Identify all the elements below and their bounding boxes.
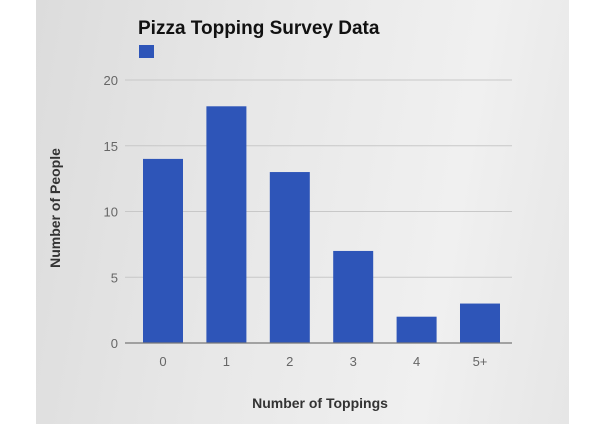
bar-5+ (460, 303, 500, 343)
x-tick-label: 0 (159, 354, 166, 369)
bar-0 (143, 158, 183, 343)
bar-2 (269, 172, 310, 343)
grid-lines (125, 79, 512, 278)
chart-title: Pizza Topping Survey Data (138, 18, 380, 39)
x-axis-title: Number of Toppings (252, 395, 388, 411)
y-tick-label: 10 (104, 205, 118, 220)
y-tick-label: 15 (104, 139, 118, 154)
y-tick-label: 0 (111, 336, 118, 351)
x-tick-label: 4 (413, 354, 420, 369)
bars (143, 106, 500, 343)
bar-1 (206, 106, 247, 343)
bar-3 (333, 250, 374, 343)
x-tick-labels: 0 1 2 3 4 5+ (159, 354, 487, 369)
bar-4 (396, 316, 437, 343)
x-tick-label: 1 (223, 354, 230, 369)
y-axis-title: Number of People (47, 148, 63, 268)
x-tick-label: 3 (350, 354, 357, 369)
y-tick-labels: 0 5 10 15 20 (104, 73, 118, 351)
y-tick-label: 20 (104, 73, 118, 88)
legend-swatch (139, 45, 154, 58)
y-tick-label: 5 (111, 270, 118, 285)
x-tick-label: 2 (286, 354, 293, 369)
x-tick-label: 5+ (473, 354, 488, 369)
